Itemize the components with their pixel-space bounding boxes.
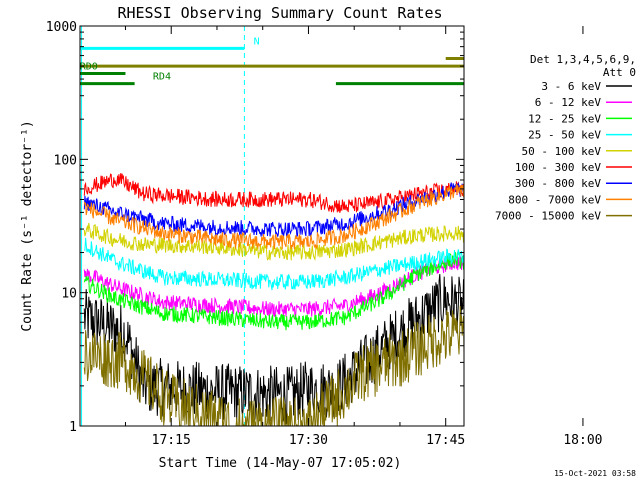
legend-label: 12 - 25 keV <box>528 112 601 125</box>
x-tick-label: 18:00 <box>563 433 602 448</box>
legend: Det 1,3,4,5,6,9,Att 03 - 6 keV 6 - 12 keV… <box>495 53 636 223</box>
legend-label: 100 - 300 keV <box>515 161 601 174</box>
series-line-25-50-kev <box>83 237 464 291</box>
legend-label: 800 - 7000 keV <box>508 193 601 206</box>
y-tick-label: 100 <box>54 153 77 168</box>
flag-label-rd0: RD0 <box>80 62 98 73</box>
legend-label: 50 - 100 keV <box>522 145 602 158</box>
x-tick-label: 17:15 <box>152 433 191 448</box>
legend-label: 25 - 50 keV <box>528 129 601 142</box>
series-line-50-100-kev <box>83 222 464 261</box>
y-axis-label: Count Rate (s⁻¹ detector⁻¹) <box>20 120 35 331</box>
y-tick-label: 1000 <box>46 20 77 35</box>
x-tick-label: 17:45 <box>426 433 465 448</box>
flag-label-rd4: RD4 <box>153 72 171 83</box>
x-tick-label: 17:30 <box>289 433 328 448</box>
y-tick-label: 10 <box>61 287 77 302</box>
series-line-800-7000-kev <box>83 184 464 250</box>
x-axis-label: Start Time (14-May-07 17:05:02) <box>159 456 402 471</box>
flag-label-n: N <box>254 36 260 47</box>
series-line-7000-15000-kev <box>83 305 464 426</box>
series-line-12-25-kev <box>83 251 464 331</box>
plot-area: NSFD1FD2RD0RD4 <box>80 26 464 426</box>
legend-header-line: Att 0 <box>603 66 636 79</box>
legend-label: 6 - 12 keV <box>535 96 602 109</box>
legend-label: 3 - 6 keV <box>541 80 601 93</box>
plot-frame <box>79 25 465 427</box>
series-line-300-800-kev <box>83 181 464 237</box>
series-line-100-300-kev <box>83 173 464 214</box>
chart-title: RHESSI Observing Summary Count Rates <box>117 4 442 22</box>
series-line-3-6-kev <box>83 273 464 425</box>
axes: 17:1517:3017:4518:0018:1518:3018:4511010… <box>46 20 603 448</box>
footer-timestamp: 15-Oct-2021 03:58 <box>554 469 636 478</box>
legend-label: 300 - 800 keV <box>515 177 601 190</box>
legend-label: 7000 - 15000 keV <box>495 210 601 223</box>
legend-header-line: Det 1,3,4,5,6,9, <box>530 53 636 66</box>
y-tick-label: 1 <box>69 420 77 435</box>
